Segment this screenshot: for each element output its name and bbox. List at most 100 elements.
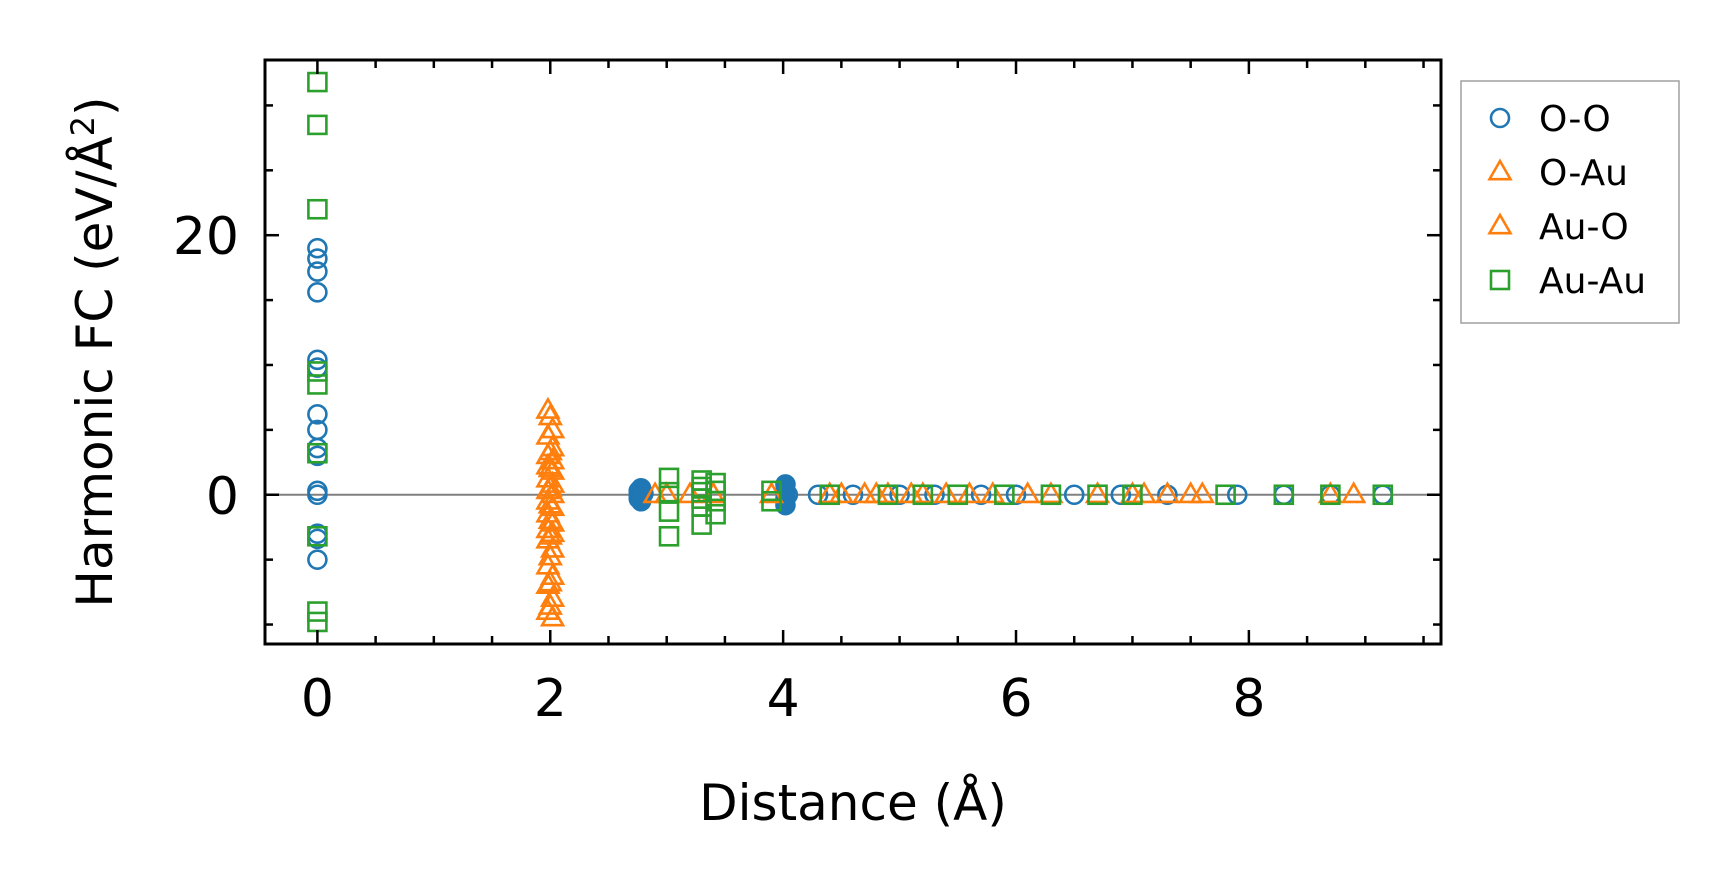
series-o-au	[535, 396, 1367, 627]
data-point	[307, 248, 328, 269]
data-point	[1372, 484, 1394, 506]
legend-box	[1460, 80, 1680, 324]
y-axis-label-superscript: 2	[64, 116, 102, 136]
data-point	[307, 484, 328, 506]
data-point	[307, 198, 328, 220]
legend-marker-o-au	[1487, 158, 1513, 181]
data-point	[658, 525, 680, 547]
legend-marker-au-au	[1489, 269, 1511, 291]
data-point	[658, 501, 680, 522]
data-point	[705, 480, 726, 502]
y-axis-label-close: )	[66, 96, 124, 116]
data-point	[828, 481, 855, 504]
data-point	[307, 282, 328, 303]
data-point	[1317, 481, 1344, 504]
data-point	[307, 442, 328, 464]
series-o-o	[307, 237, 1394, 570]
x-tick-label: 2	[534, 669, 567, 729]
data-point	[1154, 481, 1181, 504]
data-point	[537, 403, 563, 426]
data-point	[1273, 484, 1295, 506]
y-tick-label: 20	[173, 207, 239, 267]
data-point	[947, 484, 969, 506]
series-au-au	[307, 71, 1394, 633]
tick-labels: 0 2 4 6 8 0 20	[173, 207, 1266, 729]
legend-label-o-o: O-O	[1539, 99, 1611, 140]
data-point	[761, 490, 782, 512]
data-point	[691, 514, 712, 535]
data-point	[1340, 481, 1367, 504]
data-point	[877, 484, 899, 506]
data-point	[307, 601, 328, 622]
data-point	[1110, 484, 1132, 506]
legend-label-au-o: Au-O	[1539, 207, 1629, 248]
y-axis-label: Harmonic FC (eV/Å2)	[64, 96, 124, 607]
data-point	[924, 484, 945, 506]
data-point	[889, 484, 910, 506]
data-point	[1005, 484, 1027, 506]
y-axis-label-main: Harmonic FC (eV/Å	[66, 136, 124, 607]
plot-frame	[263, 58, 1443, 646]
data-point	[307, 611, 328, 633]
data-point	[1215, 484, 1236, 506]
data-point	[307, 374, 328, 395]
x-tick-label: 4	[767, 669, 800, 729]
data-point	[819, 484, 841, 506]
data-point	[705, 503, 726, 525]
data-point	[537, 592, 563, 615]
data-point	[875, 481, 901, 504]
legend-marker-au-o	[1487, 212, 1513, 235]
data-point	[307, 549, 328, 570]
data-point	[537, 569, 563, 592]
data-point	[307, 361, 328, 382]
data-point	[307, 349, 328, 371]
data-point	[1038, 481, 1064, 504]
x-axis-label: Distance (Å)	[699, 774, 1007, 832]
legend-label-o-au: O-Au	[1539, 153, 1628, 194]
data-point	[539, 535, 566, 558]
data-point	[994, 484, 1015, 506]
data-point	[307, 71, 328, 93]
y-tick-label: 0	[206, 467, 239, 527]
data-point	[539, 604, 566, 627]
data-point	[677, 481, 703, 504]
data-point	[1040, 484, 1062, 506]
legend: O-O O-Au Au-O Au-Au	[1460, 80, 1680, 324]
data-point	[658, 467, 680, 489]
data-point	[537, 522, 563, 545]
data-point	[761, 480, 782, 502]
data-point	[1122, 484, 1143, 506]
data-point	[307, 114, 328, 136]
x-tick-label: 0	[301, 669, 334, 729]
data-point	[1189, 481, 1216, 504]
x-tick-label: 8	[1232, 669, 1265, 729]
axis-ticks	[265, 60, 1441, 644]
data-point	[658, 481, 680, 503]
data-point	[1320, 484, 1341, 506]
data-point	[1063, 484, 1085, 506]
legend-label-au-au: Au-Au	[1539, 261, 1646, 302]
data-points	[307, 71, 1394, 633]
data-point	[705, 490, 726, 512]
data-point	[307, 261, 328, 282]
data-point	[1087, 484, 1108, 506]
data-point	[912, 484, 934, 506]
data-point	[910, 481, 936, 504]
x-tick-label: 6	[999, 669, 1032, 729]
data-point	[807, 484, 829, 506]
data-point	[980, 481, 1006, 504]
data-point	[307, 237, 328, 259]
legend-marker-o-o	[1489, 107, 1511, 129]
data-point	[307, 403, 328, 425]
data-point	[1084, 481, 1111, 504]
data-point	[1014, 481, 1041, 504]
data-point	[956, 481, 983, 504]
data-point	[842, 484, 864, 506]
data-point	[970, 484, 992, 506]
data-point	[1131, 481, 1157, 504]
data-point	[537, 543, 563, 566]
data-point	[307, 525, 328, 547]
legend-markers	[1487, 107, 1513, 291]
data-point	[1226, 484, 1248, 506]
